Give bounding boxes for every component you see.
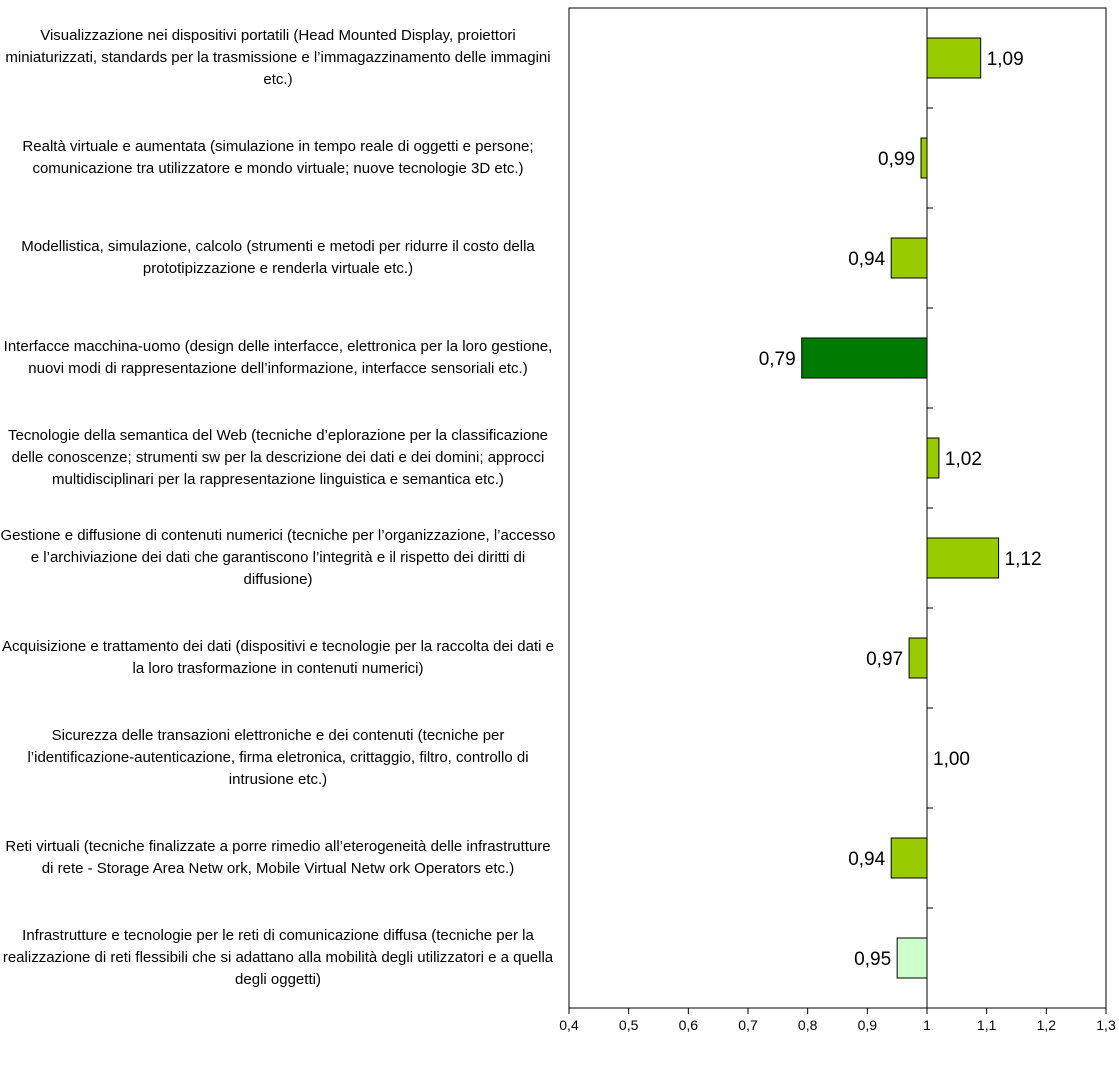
x-tick-label: 1,3 [1096, 1017, 1116, 1033]
plot-area [568, 7, 1107, 1009]
bar-value-label: 0,94 [848, 249, 885, 270]
bar-value-label: 0,79 [759, 349, 796, 370]
bar-value-label: 1,02 [945, 449, 982, 470]
bar [926, 37, 982, 79]
x-tick-label: 0,6 [679, 1017, 699, 1033]
bar [890, 837, 928, 879]
bar [908, 637, 928, 679]
category-label: Modellistica, simulazione, calcolo (stru… [21, 238, 535, 277]
category-label: Reti virtuali (tecniche finalizzate a po… [5, 838, 551, 877]
bar [926, 537, 1000, 579]
bar [896, 937, 928, 979]
bar-value-label: 0,97 [866, 649, 903, 670]
bar-value-label: 1,00 [933, 749, 970, 770]
bar [926, 437, 940, 479]
category-label: Realtà virtuale e aumentata (simulazione… [22, 138, 534, 177]
bar [801, 337, 928, 379]
bar [920, 137, 928, 179]
x-tick-label: 1,2 [1037, 1017, 1057, 1033]
bar [890, 237, 928, 279]
category-label: Interfacce macchina-uomo (design delle i… [3, 338, 553, 377]
bar-value-label: 0,99 [878, 149, 915, 170]
category-label: Sicurezza delle transazioni elettroniche… [27, 727, 529, 788]
bar-value-label: 1,09 [987, 49, 1024, 70]
x-tick-label: 1,1 [977, 1017, 997, 1033]
x-tick-label: 0,7 [738, 1017, 758, 1033]
x-tick-label: 0,4 [559, 1017, 579, 1033]
category-label: Visualizzazione nei dispositivi portatil… [5, 27, 551, 88]
x-tick-label: 0,5 [619, 1017, 639, 1033]
x-tick-label: 0,9 [858, 1017, 878, 1033]
bar-value-label: 0,95 [854, 949, 891, 970]
category-label: Infrastrutture e tecnologie per le reti … [2, 927, 554, 988]
bar-value-label: 0,94 [848, 849, 885, 870]
bar-value-label: 1,12 [1005, 549, 1042, 570]
category-label: Acquisizione e trattamento dei dati (dis… [2, 638, 554, 677]
x-tick-label: 1 [923, 1017, 931, 1033]
category-label: Gestione e diffusione di contenuti numer… [0, 527, 556, 588]
x-tick-label: 0,8 [798, 1017, 818, 1033]
category-label: Tecnologie della semantica del Web (tecn… [7, 427, 549, 488]
